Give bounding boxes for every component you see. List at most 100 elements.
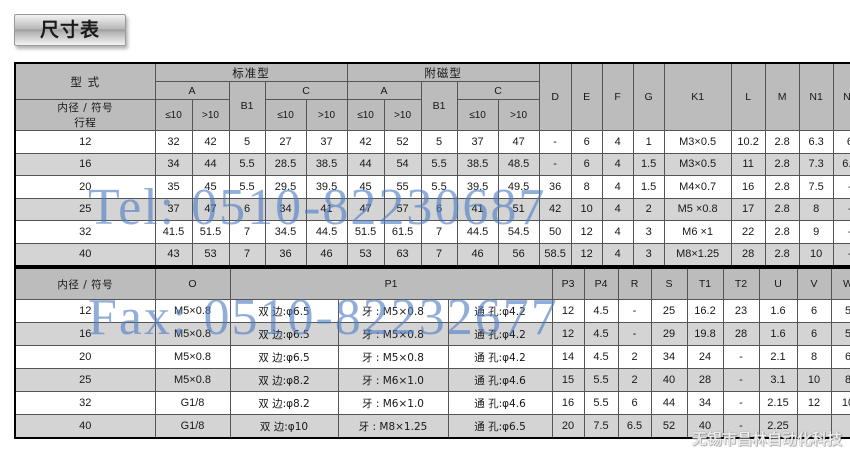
cell-G: 1 (632, 130, 665, 154)
th2-S: S (650, 267, 688, 300)
cell-mB1: 5 (420, 130, 458, 154)
cell-O: M5×0.8 (154, 368, 231, 392)
cell-sA2: 51.5 (191, 220, 230, 244)
cell-p1c: 通 孔:φ4.2 (447, 299, 553, 323)
cell-R: 6 (617, 391, 652, 415)
cell-D: 42 (538, 197, 572, 221)
cell-K1: M3×0.5 (663, 130, 732, 154)
cell-sA1: 34 (154, 152, 193, 176)
cell-mC1: 46 (456, 242, 499, 267)
cell-V: 12 (796, 391, 832, 415)
cell-P3: 16 (551, 391, 585, 415)
cell-K1: M6 ×1 (663, 220, 732, 244)
cell-p1b: 牙 : M5×0.8 (337, 299, 449, 323)
cell-S: 34 (650, 345, 688, 369)
cell-G: 2 (632, 197, 665, 221)
cell-sB1: 5 (228, 130, 266, 154)
cell-M: 2.8 (764, 175, 800, 199)
cell-T2: - (722, 391, 760, 415)
cell-mA2: 52 (383, 130, 422, 154)
table1-header-row-2: A B1 C A B1 C (15, 81, 850, 131)
cell-sC1: 36 (264, 242, 307, 267)
cell-mA1: 53 (346, 242, 385, 267)
table-row: 20 35 45 5.5 29.5 39.5 45 55 5.5 39.5 49.5 36 8 4 1.5 M… (14, 175, 850, 199)
table-row: 16 M5×0.8 双 边:φ6.5 牙 : M5×0.8 通 孔:φ4.2 12 4.5-… (14, 322, 850, 346)
cell-mA1: 45 (346, 175, 385, 199)
table-row: 32 41.5 51.5 7 34.5 44.5 51.5 61.5 7 44.5 54.5 50 12… (14, 220, 850, 244)
table-row: 40 G1/8 双 边:φ10 牙 : M8×1.25 通 孔:φ6.5 20 7.5 6.5… (14, 414, 850, 439)
cell-N3: 6.5 (832, 152, 850, 176)
cell-U: 3.1 (758, 368, 798, 392)
table-row: 20 M5×0.8 双 边:φ6.5 牙 : M5×0.8 通 孔:φ4.2 14 4.5 2… (14, 345, 850, 369)
cell-p1a: 双 边:φ6.5 (229, 299, 339, 323)
cell-P3: 20 (551, 414, 585, 439)
th-std-A-gt10: >10 (191, 99, 230, 131)
th-std-C-gt10: >10 (305, 99, 348, 131)
th-G: G (632, 62, 665, 131)
th-mag-C-le10: ≤10 (456, 99, 499, 131)
cell-S: 25 (650, 299, 688, 323)
th-std-A-le10: ≤10 (154, 99, 193, 131)
cell-R: - (617, 299, 652, 323)
cell-U: 2.25 (758, 414, 798, 439)
cell-sC1: 29.5 (264, 175, 307, 199)
cell-V (796, 414, 832, 439)
th-F: F (601, 62, 634, 131)
th2-U: U (758, 267, 798, 300)
cell-T2: - (722, 414, 760, 439)
th2-bore-symbol: 内径 / 符号 (14, 267, 156, 300)
cell-mC1: 37 (456, 130, 499, 154)
th-bore-symbol: 内径 / 符号 (57, 102, 114, 114)
cell-mC1: 41 (456, 197, 499, 221)
cell-W: 5 (830, 322, 850, 346)
cell-V: 8 (796, 345, 832, 369)
cell-R: 6.5 (617, 414, 652, 439)
cell-sC2: 46 (305, 242, 348, 267)
cell-p1b: 牙 : M8×1.25 (337, 414, 449, 439)
cell-E: 8 (570, 175, 603, 199)
th2-R: R (617, 267, 652, 300)
cell-p1c: 通 孔:φ4.6 (447, 391, 553, 415)
cell-O: M5×0.8 (154, 345, 231, 369)
cell-bore: 25 (14, 197, 156, 221)
cell-R: 2 (617, 345, 652, 369)
cell-mA1: 47 (346, 197, 385, 221)
cell-mB1: 5.5 (420, 175, 458, 199)
cell-sB1: 5.5 (228, 175, 266, 199)
cell-T1: 19.8 (686, 322, 724, 346)
cell-O: G1/8 (154, 391, 231, 415)
cell-p1c: 通 孔:φ6.5 (447, 414, 553, 439)
cell-K1: M4×0.7 (663, 175, 732, 199)
table2-body: 12 M5×0.8 双 边:φ6.5 牙 : M5×0.8 通 孔:φ4.2 12 4.5-… (14, 299, 850, 439)
th-mag-C-gt10: >10 (497, 99, 540, 131)
th2-W: W (830, 267, 850, 300)
cell-V: 6 (796, 299, 832, 323)
th-mag-A: A (346, 81, 422, 100)
cell-N3: - (832, 175, 850, 199)
cell-sC1: 34 (264, 197, 307, 221)
page-title-badge: 尺寸表 (14, 14, 126, 46)
cell-P4: 5.5 (583, 391, 619, 415)
cell-mA2: 61.5 (383, 220, 422, 244)
cell-sA2: 47 (191, 197, 230, 221)
cell-L: 28 (730, 242, 766, 267)
th2-T1: T1 (686, 267, 724, 300)
cell-mC1: 38.5 (456, 152, 499, 176)
cell-p1b: 牙 : M6×1.0 (337, 368, 449, 392)
cell-mC1: 39.5 (456, 175, 499, 199)
cell-P4: 4.5 (583, 345, 619, 369)
cell-L: 17 (730, 197, 766, 221)
cell-D: - (538, 152, 572, 176)
cell-mB1: 7 (420, 242, 458, 267)
cell-F: 4 (601, 175, 634, 199)
table-row: 12 M5×0.8 双 边:φ6.5 牙 : M5×0.8 通 孔:φ4.2 12 4.5-… (14, 299, 850, 323)
cell-sA1: 41.5 (154, 220, 193, 244)
cell-M: 2.8 (764, 220, 800, 244)
cell-F: 4 (601, 242, 634, 267)
cell-sA2: 44 (191, 152, 230, 176)
cell-T2: - (722, 368, 760, 392)
dimension-tables: 型 式 标准型 附磁型 D E F G K1 L M N1 N3 A B1 C … (14, 62, 850, 439)
cell-mA2: 57 (383, 197, 422, 221)
cell-mA2: 55 (383, 175, 422, 199)
cell-U: 1.6 (758, 299, 798, 323)
